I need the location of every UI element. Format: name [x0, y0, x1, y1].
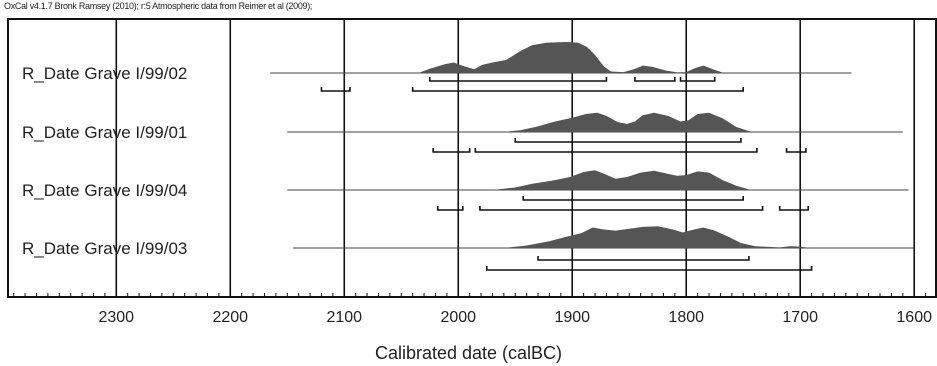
- series-3-bracket-95-3: [778, 206, 809, 211]
- series-3-bracket-95-1: [436, 206, 464, 211]
- x-tick-label-2200: 2200: [212, 309, 248, 326]
- plot-frame: [7, 18, 937, 298]
- x-tick-label-2300: 2300: [98, 309, 134, 326]
- series-3-density: [492, 170, 755, 190]
- credit-line: OxCal v4.1.7 Bronk Ramsey (2010); r:5 At…: [4, 1, 313, 11]
- series-4-label: R_Date Grave I/99/03: [22, 239, 187, 258]
- series-4-density: [503, 226, 812, 248]
- x-tick-label-1600: 1600: [896, 309, 932, 326]
- x-tick-label-1700: 1700: [782, 309, 818, 326]
- series-1-bracket-95-2: [411, 87, 745, 92]
- series-2-bracket-95-1: [432, 148, 471, 153]
- x-axis-label: Calibrated date (calBC): [374, 343, 563, 363]
- series-4-bracket-95-1: [485, 266, 813, 271]
- series-2-bracket-68-1: [514, 138, 742, 143]
- x-tick-label-1900: 1900: [554, 309, 590, 326]
- series-3-bracket-95-2: [479, 206, 764, 211]
- series-1-bracket-68-3: [679, 77, 716, 82]
- x-tick-label-2000: 2000: [440, 309, 476, 326]
- series-1-bracket-68-1: [428, 77, 608, 82]
- series-1-label: R_Date Grave I/99/02: [22, 64, 187, 83]
- series-3-label: R_Date Grave I/99/04: [22, 181, 187, 200]
- series-2-bracket-95-3: [785, 148, 807, 153]
- series-2-label: R_Date Grave I/99/01: [22, 123, 187, 142]
- series-4-bracket-68-1: [537, 256, 750, 261]
- x-tick-label-2100: 2100: [326, 309, 362, 326]
- series-1-bracket-95-1: [320, 87, 351, 92]
- series-3-bracket-68-1: [522, 196, 745, 201]
- series-1-bracket-68-2: [634, 77, 676, 82]
- series-1-density: [418, 42, 724, 73]
- series-2-density: [503, 112, 755, 132]
- series-2-bracket-95-2: [474, 148, 758, 153]
- x-tick-label-1800: 1800: [668, 309, 704, 326]
